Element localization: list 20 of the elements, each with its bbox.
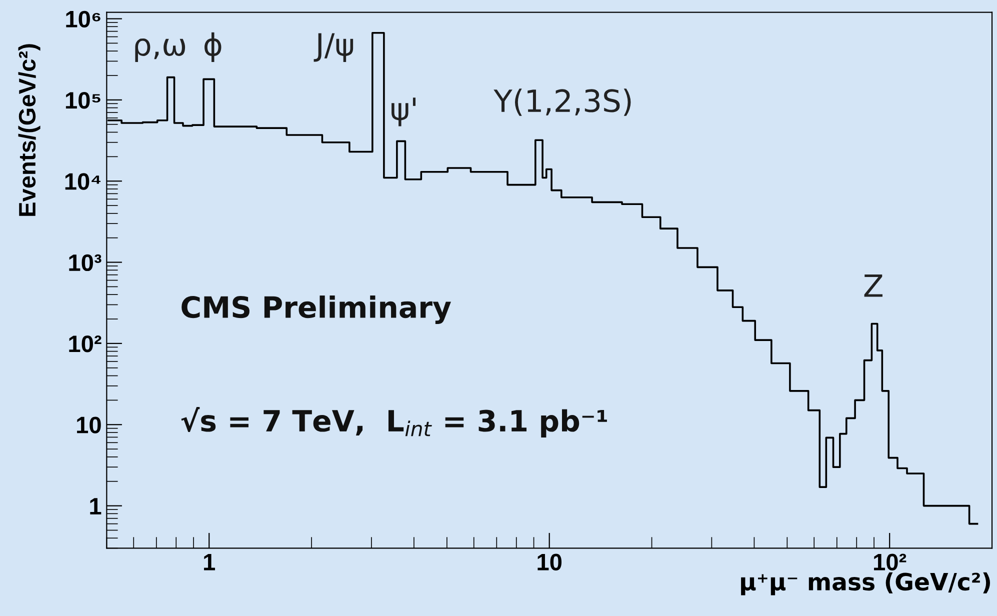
x-tick-label: 10 — [538, 554, 562, 570]
annotation: Z — [864, 274, 882, 297]
annotation: CMS Preliminary — [182, 296, 451, 324]
annotation: Υ(1,2,3S) — [494, 88, 631, 116]
y-tick-label: 10⁶ — [66, 10, 100, 28]
y-tick-label: 1 — [90, 498, 102, 514]
annotation: ϕ — [204, 32, 222, 62]
y-tick-label: 10² — [69, 336, 102, 352]
y-axis-title: Events/(GeV/c²) — [18, 44, 40, 216]
annotation: J/ψ — [314, 33, 354, 62]
x-tick-label: 1 — [204, 554, 216, 570]
y-tick-label: 10³ — [69, 254, 102, 272]
x-axis-title: μ⁺μ⁻ mass (GeV/c²) — [741, 572, 990, 596]
y-tick-label: 10 — [77, 416, 101, 434]
annotation: √s = 7 TeV, L$_{int}$ = 3.1 pb⁻¹ — [181, 406, 607, 438]
y-tick-label: 10⁵ — [66, 92, 100, 109]
x-tick-label: 10² — [874, 554, 906, 570]
annotation: ψ' — [392, 98, 416, 126]
annotation: ρ,ω — [135, 38, 186, 62]
y-tick-label: 10⁴ — [65, 173, 100, 190]
